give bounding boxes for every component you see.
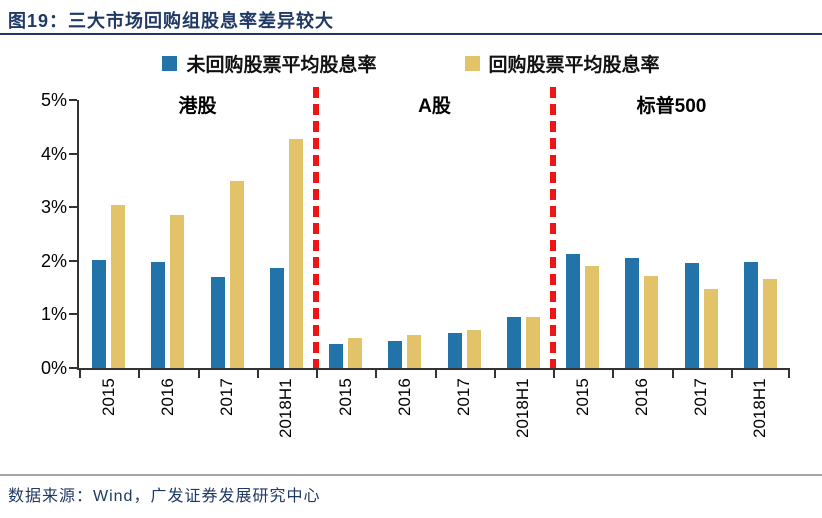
x-axis-tick [256,370,259,378]
bar-buyback [229,181,244,368]
x-axis-tick [375,370,378,378]
figure-title: 图19：三大市场回购组股息率差异较大 [8,11,335,31]
bar-buyback [466,330,481,368]
x-axis-tick [493,370,496,378]
bar-buyback [111,205,126,368]
legend-label: 回购股票平均股息率 [488,55,660,76]
y-tick-label: 3% [40,197,67,218]
bar-chart-plot-area: 5% 4% 3% 2% 1% 0% 2015 2016 2017 2018H1 港股 2015 2016… [41,87,790,438]
x-axis-tick [671,370,674,378]
y-axis-tick [69,313,77,316]
bar-buyback [348,337,363,368]
x-axis-tick [197,370,200,378]
x-tick-label: 2017 [691,378,711,416]
legend-item-buyback: 回购股票平均股息率 [464,50,660,77]
y-axis-tick [69,152,77,155]
bar-no-buyback [684,262,699,368]
legend-swatch-buyback [464,56,480,71]
bar-buyback [762,279,777,368]
bar-no-buyback [506,316,521,368]
y-axis-tick [69,259,77,262]
bar-no-buyback [388,340,403,368]
source-divider [0,474,822,476]
y-axis-tick [69,99,77,101]
x-tick-label: 2015 [335,378,355,416]
y-axis-tick [69,367,77,369]
y-tick-label: 4% [40,143,67,164]
x-axis-tick [138,370,141,378]
x-axis-tick [434,370,437,378]
bar-buyback [525,316,540,368]
bar-no-buyback [151,262,166,368]
bar-no-buyback [269,268,284,368]
x-axis-tick [612,370,615,378]
x-tick-label: 2017 [454,378,474,416]
bar-buyback [407,334,422,368]
bar-no-buyback [92,259,107,368]
section-label: 标普500 [636,96,707,117]
bar-no-buyback [566,254,581,368]
bar-buyback [585,266,600,368]
x-tick-label: 2015 [572,378,592,416]
y-tick-label: 5% [40,90,67,110]
bar-buyback [170,215,185,368]
legend-item-no-buyback: 未回购股票平均股息率 [162,50,377,77]
section-separator [313,87,319,368]
x-axis-tick [730,370,733,378]
x-axis-tick [79,370,81,378]
legend-swatch-no-buyback [162,56,178,71]
bar-no-buyback [447,333,462,368]
y-tick-label: 2% [40,250,67,271]
x-tick-label: 2018H1 [750,378,770,438]
bar-buyback [703,289,718,368]
x-tick-label: 2016 [394,378,414,416]
y-axis-tick [69,206,77,209]
x-tick-label: 2016 [157,378,177,416]
section-label: 港股 [178,96,217,117]
x-tick-label: 2018H1 [513,378,533,438]
y-tick-label: 1% [40,304,67,325]
source-note: 数据来源：Wind，广发证券发展研究中心 [8,488,321,505]
x-tick-label: 2015 [98,378,118,416]
bar-no-buyback [743,262,758,368]
bar-buyback [644,276,659,368]
bar-no-buyback [210,276,225,368]
legend-label: 未回购股票平均股息率 [186,55,377,76]
title-divider [0,33,822,35]
bar-buyback [288,139,303,368]
x-axis-tick [553,370,555,378]
x-tick-label: 2016 [631,378,651,416]
x-tick-label: 2018H1 [276,378,296,438]
bar-no-buyback [329,343,344,368]
bar-no-buyback [625,258,640,368]
legend: 未回购股票平均股息率 回购股票平均股息率 [0,50,822,77]
section-separator [550,87,556,368]
x-tick-label: 2017 [217,378,237,416]
y-tick-label: 0% [40,358,67,378]
x-axis-tick [316,370,318,378]
x-axis-tick [788,370,790,378]
section-label: A股 [418,96,451,117]
